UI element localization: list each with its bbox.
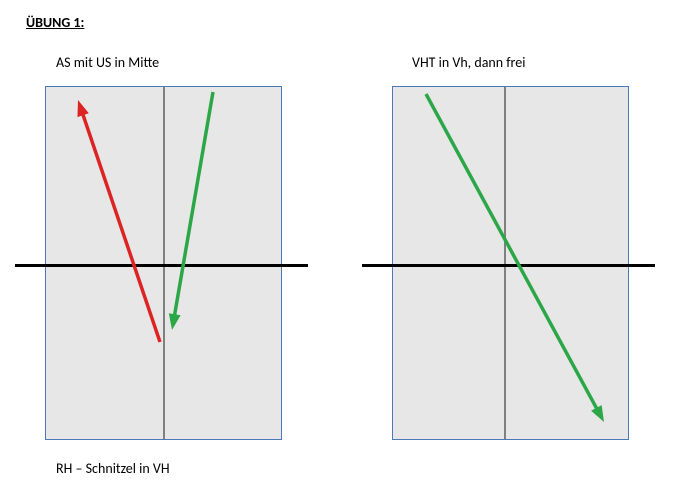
label-left-top: AS mit US in Mitte xyxy=(56,54,159,71)
net-line-left xyxy=(15,264,308,267)
label-left-bottom: RH – Schnitzel in VH xyxy=(56,460,170,477)
court-right-centerline xyxy=(504,87,506,439)
net-line-right xyxy=(362,264,655,267)
court-right xyxy=(392,86,629,440)
exercise-title: ÜBUNG 1: xyxy=(26,14,84,31)
court-left-centerline xyxy=(163,87,165,439)
court-left xyxy=(45,86,282,440)
label-right-top: VHT in Vh, dann frei xyxy=(412,54,525,71)
